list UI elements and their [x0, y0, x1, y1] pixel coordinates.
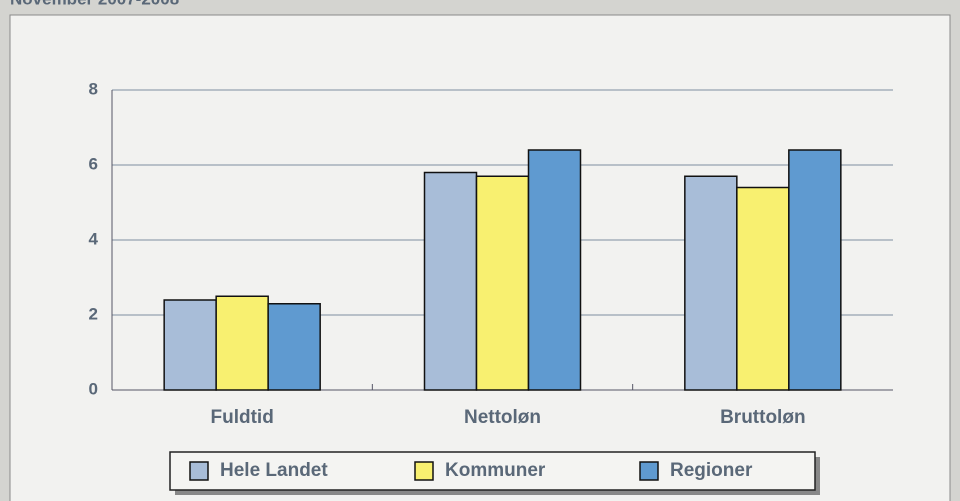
page: {"chart_data":{"type":"bar","title":"Nov…: [0, 0, 960, 501]
chart-title: November 2007-2008: [10, 0, 179, 8]
bar: [529, 150, 581, 390]
legend-label: Kommuner: [445, 460, 546, 481]
legend-swatch: [190, 462, 208, 480]
y-tick-label: 8: [89, 79, 98, 98]
x-tick-label: Nettoløn: [464, 407, 541, 428]
bar: [216, 296, 268, 390]
x-tick-label: Fuldtid: [211, 407, 274, 428]
y-tick-label: 2: [89, 304, 98, 323]
bar: [425, 173, 477, 391]
bar: [477, 176, 529, 390]
bar: [789, 150, 841, 390]
legend-label: Regioner: [670, 460, 753, 481]
bar: [268, 304, 320, 390]
x-tick-label: Bruttoløn: [720, 407, 805, 428]
legend-swatch: [640, 462, 658, 480]
y-tick-label: 0: [89, 379, 98, 398]
legend-label: Hele Landet: [220, 460, 328, 481]
chart: November 2007-2008 0 2 4 6 8 Fuldtid Nettoløn B…: [0, 0, 960, 501]
legend-swatch: [415, 462, 433, 480]
bar: [164, 300, 216, 390]
bar: [685, 176, 737, 390]
y-tick-label: 4: [89, 229, 99, 248]
y-tick-label: 6: [89, 154, 98, 173]
bar: [737, 188, 789, 391]
